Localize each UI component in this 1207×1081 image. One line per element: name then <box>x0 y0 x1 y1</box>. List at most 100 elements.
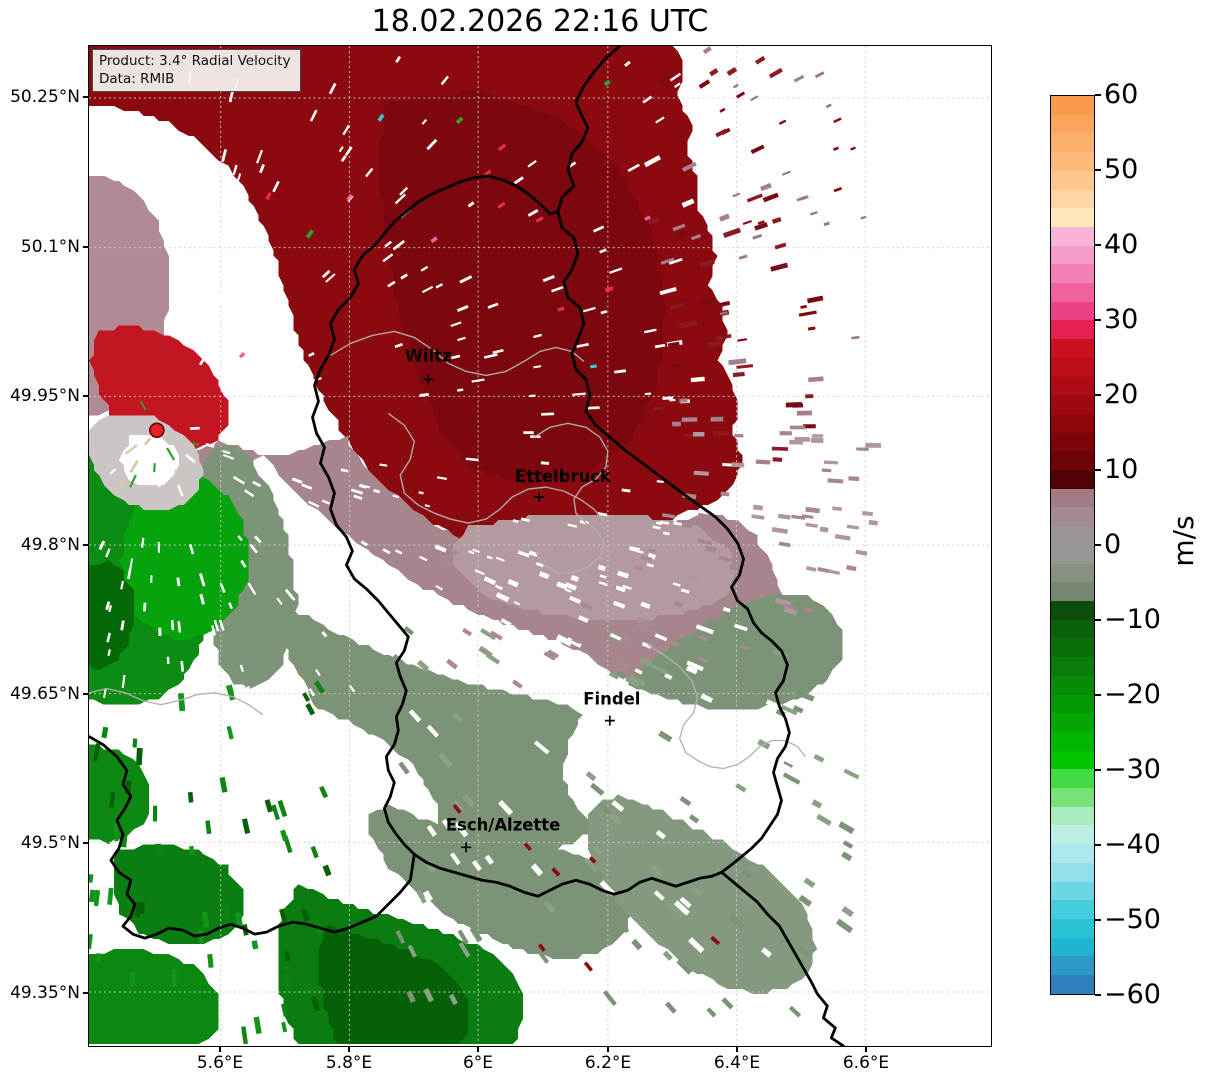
speckle-sage-checker-southeast <box>457 929 469 945</box>
colorbar-segment <box>1051 376 1094 396</box>
speckle-green-patches-left-edge <box>177 692 186 712</box>
speckle-sage-checker-southeast <box>728 914 745 930</box>
speckle-noise-specks-in-red <box>305 229 315 239</box>
speckle-green-patches-left-edge <box>300 908 310 922</box>
speckle-mauve-white-checker <box>577 615 589 624</box>
speckle-mauve-speckle-east <box>689 590 701 598</box>
speckle-ragged-edge-northeast <box>755 459 771 465</box>
colorbar-tick-label: −20 <box>1104 679 1161 710</box>
speckle-white-streaks-in-green <box>121 674 126 688</box>
speckle-white-streaks-in-green <box>366 555 375 562</box>
colorbar-tick-label: −10 <box>1104 604 1161 635</box>
speckle-sage-checker-southeast <box>738 891 755 906</box>
data-source-label: Data: RMIB <box>99 71 175 88</box>
speckle-mauve-speckle-east <box>819 526 829 533</box>
speckle-ragged-edge-northeast <box>802 449 814 455</box>
speckle-noise-specks-in-red <box>497 143 507 152</box>
speckle-white-streaks-in-band <box>468 550 475 555</box>
speckle-green-patches-left-edge <box>310 995 321 1012</box>
speckle-mauve-speckle-east <box>821 468 832 473</box>
speckle-ragged-edge-northeast <box>769 248 785 257</box>
colorbar-tick-label: −40 <box>1104 829 1161 860</box>
speckle-green-patches-left-edge <box>205 820 212 835</box>
colorbar-tick-mark <box>1095 319 1101 321</box>
speckle-sage-checker-southeast <box>655 829 667 840</box>
velocity-colorbar <box>1050 95 1095 995</box>
speckle-white-streaks-in-band <box>472 548 480 554</box>
speckle-white-streaks-in-green <box>249 543 259 554</box>
speckle-white-streaks-in-red <box>457 336 466 342</box>
colorbar-tick-mark <box>1095 244 1101 246</box>
speckle-white-streaks-in-green <box>308 688 316 697</box>
speckle-ragged-edge-northeast <box>700 298 717 307</box>
speckle-white-streaks-in-green <box>246 686 252 694</box>
speckle-green-patches-left-edge <box>107 887 114 905</box>
speckle-white-streaks-in-red <box>394 342 403 349</box>
colorbar-segment <box>1051 470 1094 489</box>
speckle-mauve-speckle-east <box>810 437 824 443</box>
speckle-white-streaks-in-red <box>400 273 408 280</box>
speckle-green-patches-left-edge <box>283 950 291 962</box>
speckle-radar-near-field-streaks <box>153 463 156 473</box>
speckle-sage-checker-southeast <box>408 709 422 723</box>
speckle-mauve-white-checker <box>462 627 473 637</box>
speckle-sage-checker-southeast <box>704 777 717 788</box>
speckle-white-streaks-in-green <box>348 685 356 693</box>
speckle-sage-checker-southeast <box>437 752 454 769</box>
city-label-wiltz: Wiltz <box>405 346 452 365</box>
speckle-white-streaks-in-green <box>222 449 231 455</box>
speckle-white-streaks-in-green <box>199 593 205 605</box>
speckle-mauve-white-checker <box>654 633 668 642</box>
speckle-white-streaks-in-red <box>232 164 238 176</box>
speckle-mauve-speckle-east <box>692 431 705 437</box>
speckle-white-streaks-in-red <box>394 193 407 205</box>
speckle-white-streaks-in-red <box>392 239 406 251</box>
speckle-noise-specks-in-red <box>644 215 651 221</box>
speckle-mauve-white-checker <box>569 595 581 604</box>
speckle-sage-checker-southeast <box>531 855 546 871</box>
speckle-white-streaks-in-band <box>636 550 644 554</box>
lon-tick-mark <box>348 1047 350 1052</box>
speckle-green-patches-left-edge <box>277 799 288 818</box>
speckle-mauve-speckle-east <box>673 600 684 608</box>
colorbar-segment <box>1051 975 1094 994</box>
speckle-white-streaks-in-band <box>646 563 654 568</box>
speckle-green-patches-left-edge <box>280 829 289 842</box>
speckle-sage-checker-southeast <box>806 745 822 757</box>
speckle-sage-checker-southeast <box>841 906 854 918</box>
region-green-sw-patch-a <box>89 744 149 845</box>
speckle-white-streaks-in-red <box>492 349 504 355</box>
speckle-mauve-white-checker <box>664 673 673 680</box>
speckle-sparse-specks-top-east <box>832 146 839 152</box>
speckle-white-streaks-in-red <box>669 398 676 402</box>
speckle-mauve-speckle-east <box>846 565 857 572</box>
speckle-sparse-specks-top-east <box>860 215 867 220</box>
speckle-white-streaks-in-red <box>527 208 539 217</box>
region-sage-center-south <box>278 604 623 855</box>
speckle-ragged-edge-northeast <box>750 144 765 154</box>
speckle-ragged-edge-northeast <box>736 364 754 369</box>
speckle-white-streaks-in-green <box>340 543 353 552</box>
speckle-white-streaks-in-green <box>291 477 303 484</box>
speckle-mauve-white-checker <box>698 635 709 642</box>
speckle-mauve-white-checker <box>571 637 581 645</box>
speckle-sage-checker-southeast <box>841 851 853 862</box>
speckle-mauve-white-checker <box>613 600 626 609</box>
speckle-white-streaks-in-red <box>483 353 498 359</box>
speckle-mauve-white-checker <box>473 666 487 678</box>
speckle-white-streaks-in-green <box>120 620 125 631</box>
lat-tick-label: 49.35°N <box>10 983 80 1003</box>
speckle-sparse-specks-top-east <box>742 220 752 226</box>
speckle-ragged-edge-northeast <box>768 67 783 79</box>
map-plot-area: Wiltz Ettelbruck Findel Esch/Alzette Produc… <box>88 45 992 1047</box>
speckle-sage-checker-southeast <box>584 857 599 873</box>
speckle-white-streaks-in-band <box>597 511 608 517</box>
speckle-white-streaks-in-red <box>440 75 449 86</box>
speckle-sage-checker-southeast <box>452 711 464 723</box>
speckle-ragged-edge-northeast <box>792 403 804 408</box>
speckle-mauve-speckle-east <box>862 511 874 517</box>
lon-tick-mark <box>219 1047 221 1052</box>
speckle-white-streaks-in-green <box>211 625 217 636</box>
region-light-mauve-patch <box>453 515 738 620</box>
speckle-white-streaks-in-red <box>587 406 600 410</box>
